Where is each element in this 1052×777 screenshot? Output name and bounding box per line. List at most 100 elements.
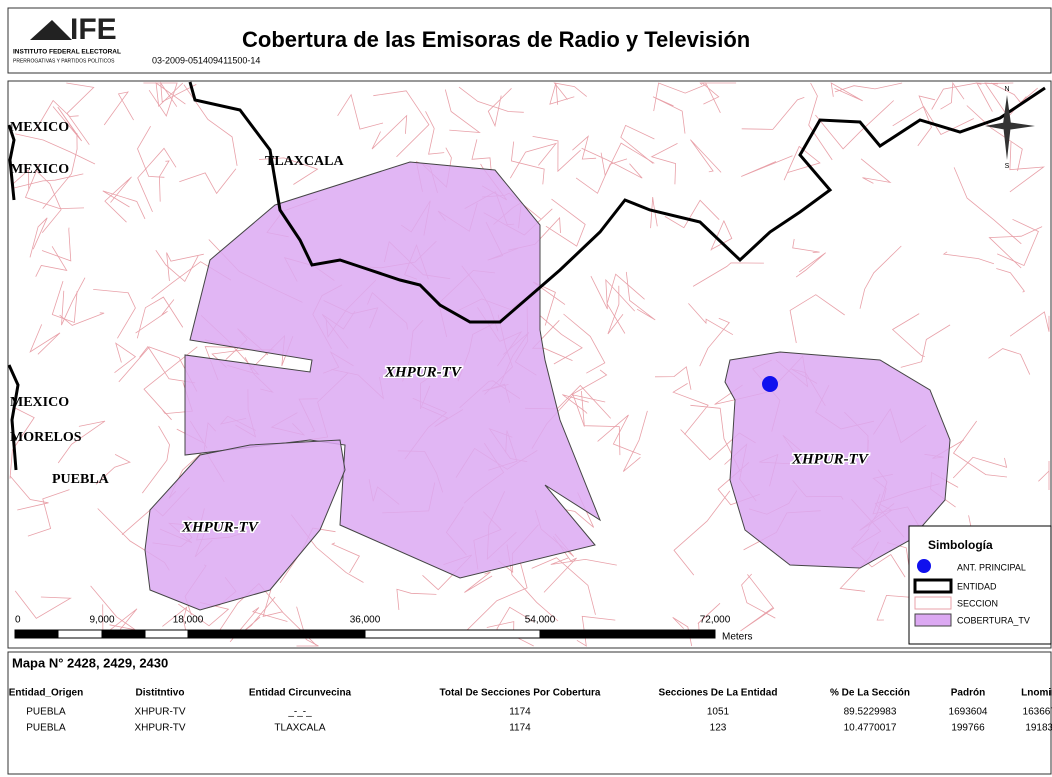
- section-line: [581, 390, 621, 456]
- section-line: [42, 132, 78, 209]
- section-line: [620, 124, 655, 164]
- table-header: Distitntivo: [136, 688, 185, 699]
- section-line: [487, 88, 512, 128]
- section-line: [1009, 141, 1045, 193]
- table-cell: XHPUR-TV: [134, 707, 185, 718]
- section-line: [673, 490, 731, 576]
- section-line: [29, 217, 48, 258]
- legend-swatch: [917, 559, 931, 573]
- scale-bar: [14, 629, 716, 639]
- scale-label: 0: [15, 615, 21, 626]
- section-line: [135, 299, 175, 334]
- section-line: [741, 573, 776, 619]
- section-line: [262, 589, 317, 646]
- section-line: [102, 604, 138, 637]
- section-line: [860, 158, 892, 184]
- section-line: [830, 82, 863, 102]
- table-title: Mapa N° 2428, 2429, 2430: [12, 655, 168, 670]
- region-label: MEXICO: [10, 395, 69, 410]
- coverage-label: XHPUR-TV: [791, 451, 870, 467]
- section-line: [15, 133, 96, 165]
- table-cell: PUEBLA: [26, 723, 66, 734]
- header-box: [7, 7, 1052, 74]
- section-line: [625, 271, 656, 321]
- antenna: [762, 376, 778, 392]
- section-line: [815, 100, 894, 150]
- table-cell: 10.4770017: [844, 723, 897, 734]
- table-header: % De La Sección: [830, 688, 910, 699]
- region-label: MORELOS: [10, 430, 82, 445]
- coverage-area: [144, 439, 346, 611]
- map-code: 03-2009-051409411500-14: [152, 55, 260, 65]
- compass-s: S: [1005, 163, 1010, 170]
- section-line: [545, 198, 586, 247]
- section-line: [510, 141, 545, 185]
- section-line: [137, 125, 165, 178]
- section-line: [373, 90, 430, 158]
- section-line: [531, 557, 596, 615]
- section-line: [29, 324, 61, 355]
- section-line: [179, 168, 237, 195]
- section-line: [653, 82, 707, 112]
- table-header: Entidad_Origen: [9, 688, 83, 699]
- section-line: [600, 142, 655, 177]
- section-line: [688, 303, 734, 336]
- section-line: [509, 142, 558, 179]
- legend-swatch: [914, 596, 952, 610]
- section-line: [789, 294, 845, 344]
- section-line: [952, 456, 1008, 479]
- legend-label: SECCION: [957, 598, 998, 608]
- section-line: [27, 489, 70, 537]
- section-line: [57, 420, 106, 464]
- section-line: [783, 145, 821, 181]
- table-cell: 199766: [951, 723, 985, 734]
- section-line: [471, 139, 492, 172]
- section-line: [155, 82, 186, 108]
- region-label: PUEBLA: [52, 472, 110, 487]
- scale-label: 18,000: [173, 615, 204, 626]
- section-line: [697, 603, 721, 634]
- section-line: [652, 96, 686, 134]
- section-line: [35, 169, 62, 234]
- coverage-area: [184, 161, 602, 579]
- region-label: TLAXCALA: [265, 154, 344, 169]
- table-cell: 1636676: [1023, 707, 1052, 718]
- section-line: [229, 607, 288, 643]
- legend-label: ANT. PRINCIPAL: [957, 562, 1026, 572]
- section-line: [241, 596, 276, 634]
- section-line: [136, 296, 184, 339]
- section-line: [51, 280, 78, 324]
- coverage-label: XHPUR-TV: [384, 364, 463, 380]
- section-line: [137, 147, 177, 213]
- table-header: Padrón: [951, 688, 985, 699]
- section-line: [464, 560, 528, 633]
- scale-unit: Meters: [722, 632, 753, 643]
- section-line: [371, 114, 408, 150]
- table-cell: TLAXCALA: [274, 723, 325, 734]
- section-line: [650, 143, 678, 185]
- section-line: [1038, 461, 1050, 490]
- section-line: [917, 95, 936, 147]
- section-line: [741, 97, 805, 130]
- section-line: [549, 82, 575, 105]
- section-line: [996, 268, 1026, 293]
- section-line: [141, 425, 170, 494]
- entity-border: [7, 364, 20, 471]
- coverage-area: [724, 351, 951, 569]
- legend-label: COBERTURA_TV: [957, 615, 1030, 625]
- section-line: [891, 313, 925, 357]
- table-cell: 89.5229983: [844, 707, 897, 718]
- section-line: [160, 81, 197, 107]
- section-line: [741, 155, 793, 177]
- table-cell: 1174: [509, 707, 531, 718]
- section-line: [550, 557, 617, 566]
- section-line: [988, 226, 1043, 269]
- section-line: [650, 196, 658, 229]
- section-line: [61, 277, 86, 326]
- section-line: [563, 313, 606, 374]
- section-line: [581, 147, 643, 179]
- section-line: [158, 160, 170, 202]
- legend-label: ENTIDAD: [957, 581, 997, 591]
- legend-title: Simbología: [928, 538, 993, 552]
